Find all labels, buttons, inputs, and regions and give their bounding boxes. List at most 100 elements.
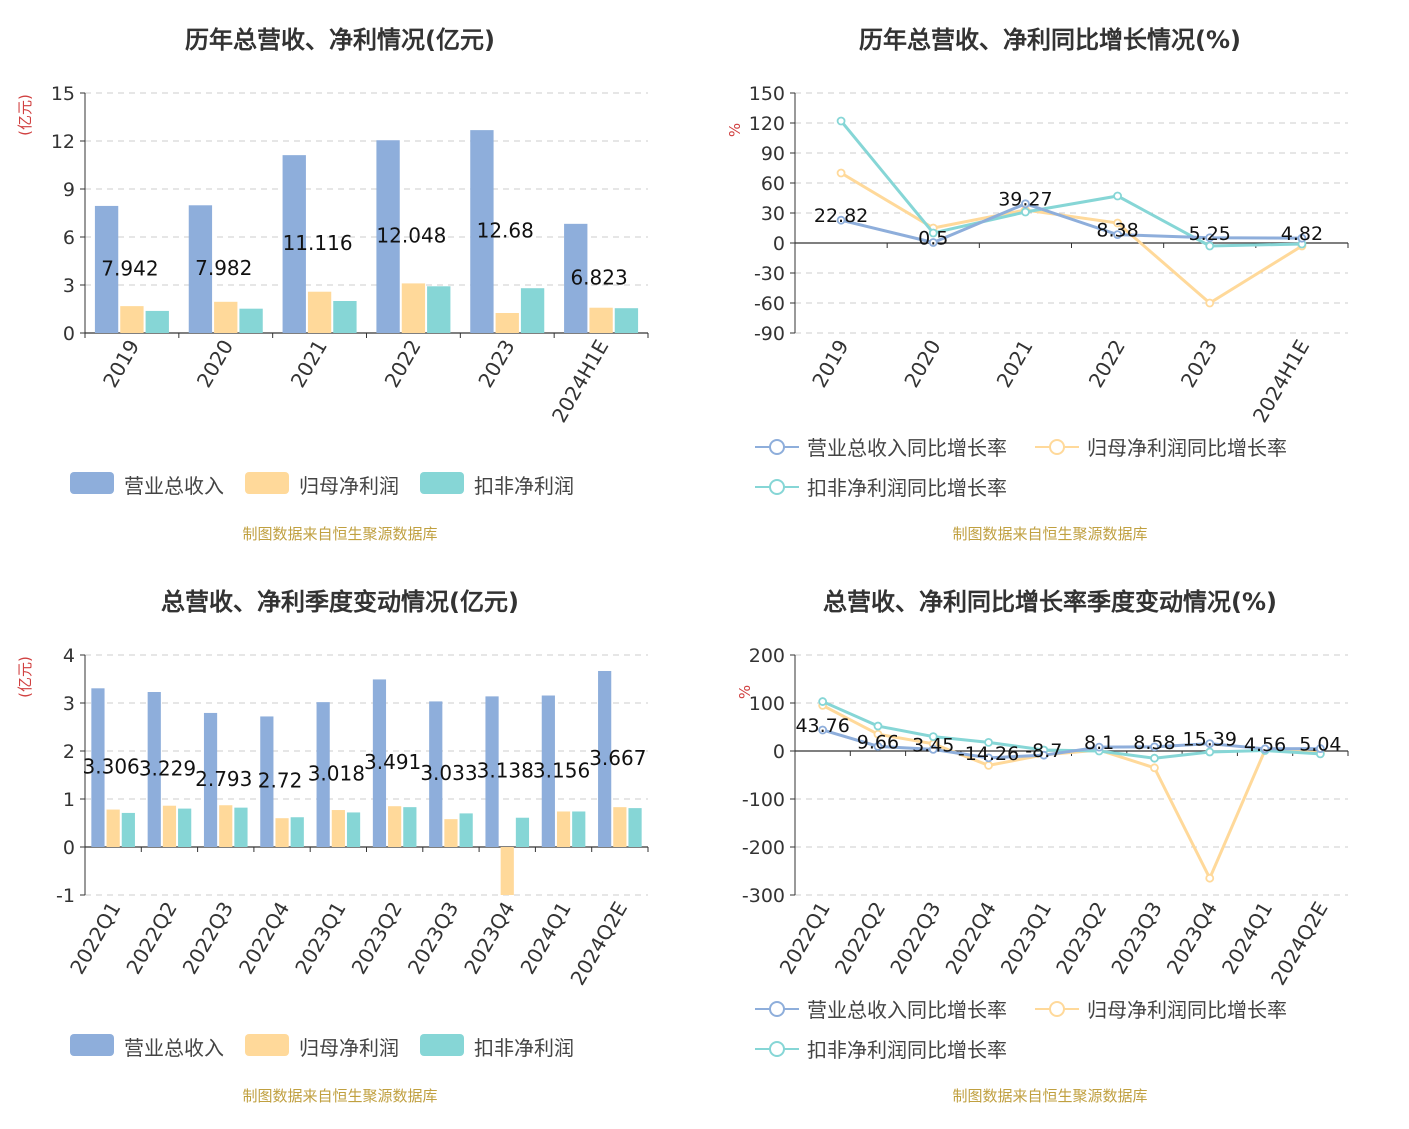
panel-annual-line: 历年总营收、净利同比增长情况(%) -90 -60 -30 0 30 60 90 120 150… [700,0,1400,560]
x-tick-label: 2023Q2 [1051,898,1111,979]
series-line-0 [840,202,1302,245]
source-note: 制图数据来自恒生聚源数据库 [242,1087,438,1105]
point-0 [1113,230,1122,240]
point-2 [1113,191,1122,201]
data-label: 5.04 [1299,734,1341,756]
data-label: 5.25 [1189,223,1231,245]
bar-2 [614,308,639,333]
point-0 [818,725,828,735]
point-0 [836,215,846,225]
data-label: 4.56 [1244,734,1286,756]
data-label: 39.27 [998,189,1052,211]
y-tick-label: 9 [63,179,75,201]
bar-1 [495,313,519,333]
bar-2 [403,807,417,847]
bar-1 [106,809,120,847]
quarter-line-chart: -300-200-1000100200%2022Q12022Q22022Q320… [736,645,1349,989]
point-0 [928,238,938,247]
bar-2 [178,808,192,847]
point-0 [928,744,938,754]
data-label: 2.72 [258,769,303,793]
bar-1 [613,807,627,847]
x-tick-label: 2024Q2E [565,898,632,990]
bar-2 [290,817,304,847]
data-label: 9.66 [857,731,899,753]
data-label: 15.39 [1183,729,1237,751]
legend-label: 归母净利润同比增长率 [1087,436,1287,460]
bar-1 [219,805,233,847]
y-tick-label: 120 [749,113,785,135]
source-note: 制图数据来自恒生聚源数据库 [242,525,438,543]
x-tick-label: 2021 [992,336,1038,392]
data-label: -14.26 [958,743,1019,765]
data-label: 7.942 [101,256,158,280]
legend-label: 归母净利润 [299,1036,399,1060]
x-tick-label: 2023Q1 [996,898,1056,979]
data-label: 22.82 [814,205,868,227]
point-0 [1205,233,1215,243]
legend: 营业总收入 归母净利润 扣非净利润 [70,470,630,500]
point-2 [873,721,883,731]
data-label: 6.823 [570,265,627,289]
point-0 [1260,744,1270,754]
data-label: 12.68 [477,219,534,243]
bar-0 [372,679,387,847]
bar-1 [444,819,458,847]
panel-quarter-bar: 总营收、净利季度变动情况(亿元) -1 0 1 2 3 4 (亿元) 2022Q1 2022Q2… [0,562,680,1127]
source-note: 制图数据来自恒生聚源数据库 [952,1087,1148,1105]
bar-1 [401,283,426,333]
y-tick-label: 200 [749,645,785,667]
point-2 [818,697,828,706]
bar-0 [316,702,330,847]
point-0 [984,753,993,763]
bar-0 [91,688,105,847]
point-1 [1150,763,1159,773]
bar-0 [147,692,161,847]
bar-1 [331,810,345,847]
y-tick-label: 6 [63,227,75,249]
x-tick-label: 2023Q3 [403,898,463,979]
y-unit-label: (亿元) [16,94,34,136]
legend-label: 扣非净利润 [474,474,574,498]
bar-0 [188,205,213,333]
data-label: 12.048 [376,224,446,248]
data-label: 8.38 [1096,220,1138,242]
point-1 [1205,298,1215,308]
bar-1 [388,806,402,847]
data-label: 3.229 [139,757,196,781]
annual-line-chart: -90 -60 -30 0 30 60 90 120 150% 2019 2020 2021 2022 2… [726,83,1349,427]
bar-2 [572,811,586,847]
bar-2 [459,813,473,847]
point-2 [1150,753,1159,763]
legend: 营业总收入同比增长率 归母净利润同比增长率 扣非净利润同比增长率 [755,994,1395,1074]
data-label: 11.116 [283,231,353,255]
x-tick-label: 2022 [380,336,426,392]
x-tick-label: 2022 [1084,336,1130,392]
legend-label: 归母净利润同比增长率 [1087,998,1287,1022]
y-tick-label: -1 [56,885,75,907]
chart-title: 历年总营收、净利同比增长情况(%) [859,26,1241,54]
data-label: 8.58 [1133,732,1175,754]
y-tick-label: 60 [761,173,785,195]
legend-label: 扣非净利润同比增长率 [807,1038,1007,1062]
bar-0 [282,155,306,333]
x-tick-label: 2022Q2 [830,898,890,979]
point-2 [1205,241,1215,251]
bar-2 [239,308,263,333]
data-label: 3.156 [533,758,590,782]
legend-label: 营业总收入 [124,474,224,498]
bar-0 [94,205,119,333]
x-tick-label: 2024Q1 [1217,898,1277,979]
y-tick-label: 3 [63,275,75,297]
bar-1 [120,306,144,333]
bar-2 [427,286,451,333]
series-line-0 [822,728,1321,760]
data-label: 3.018 [308,762,365,786]
bar-2 [515,817,530,847]
y-tick-label: 12 [51,131,75,153]
chart-title: 总营收、净利季度变动情况(亿元) [161,588,519,616]
bar-0 [429,701,443,847]
bar-1 [214,301,238,333]
bar-2 [520,288,545,333]
point-0 [1205,739,1215,749]
